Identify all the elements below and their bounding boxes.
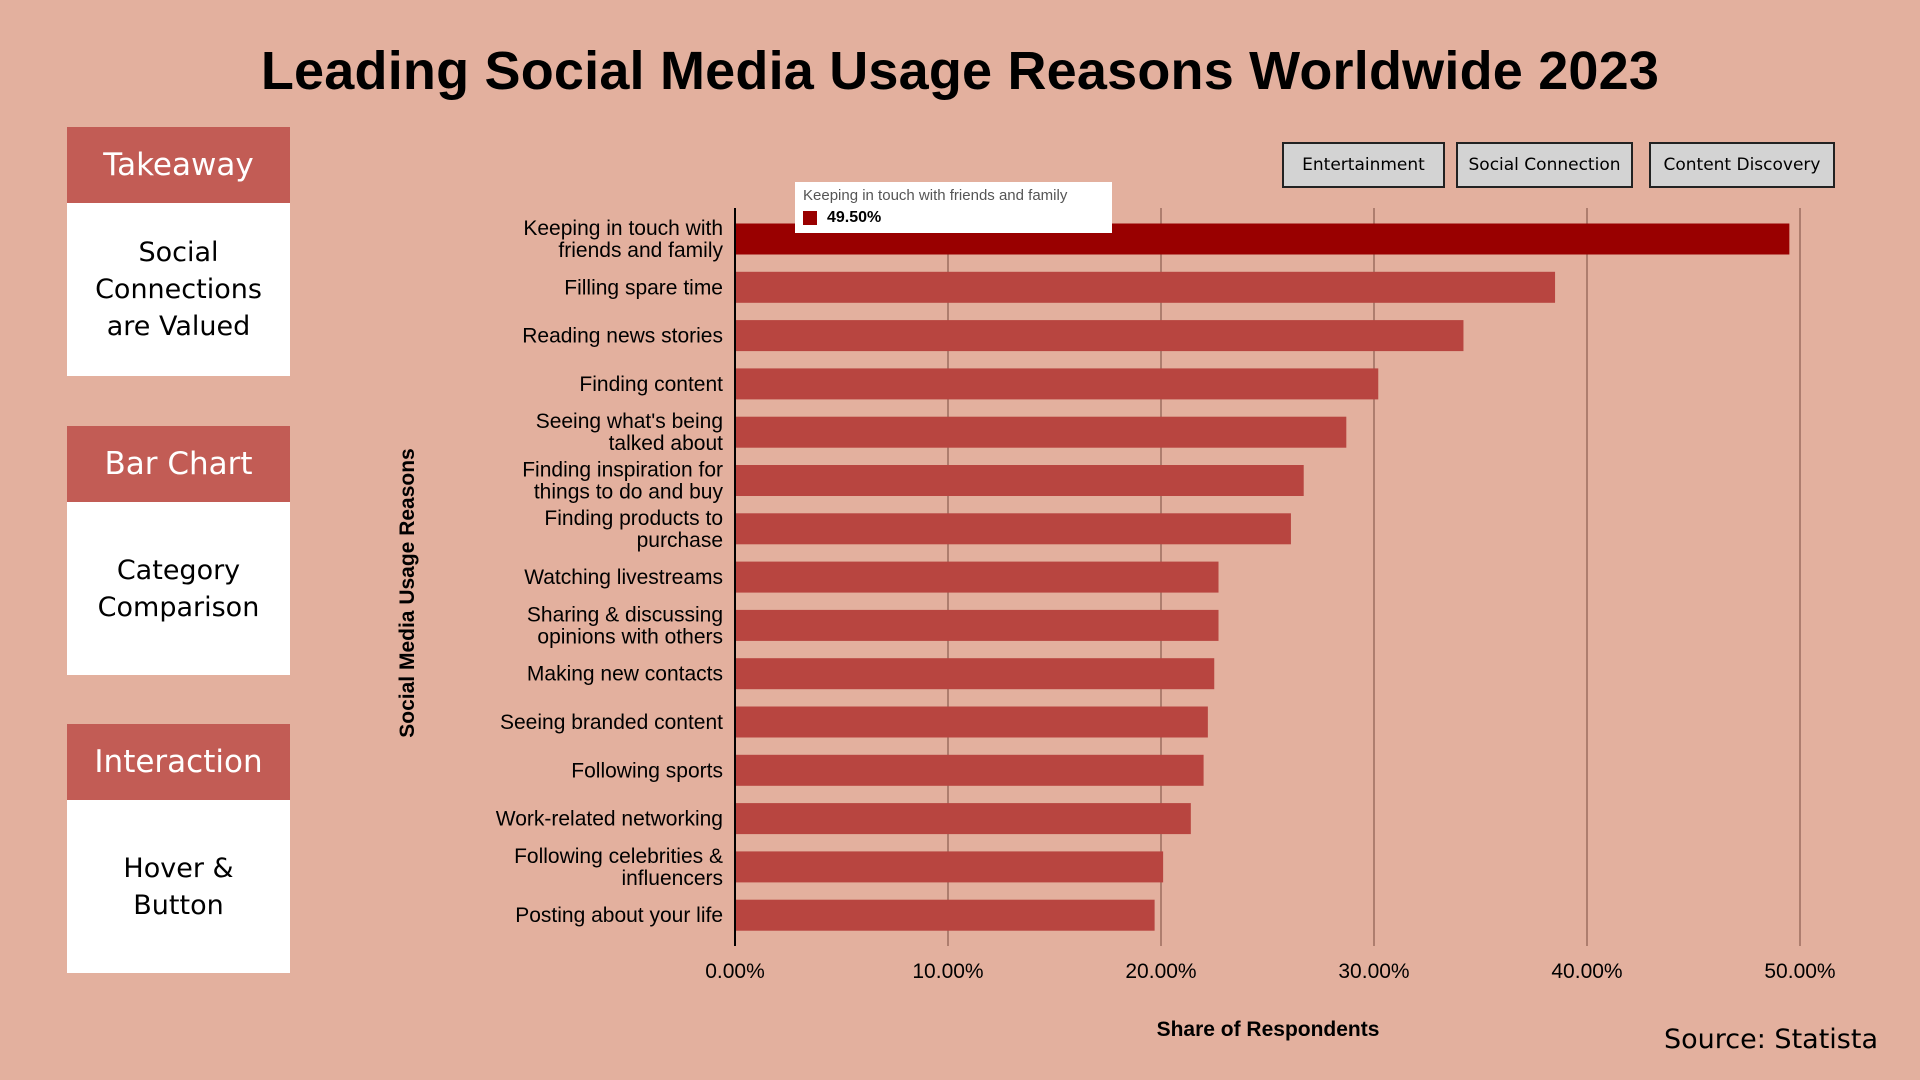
y-category-label: Keeping in touch with friends and family	[523, 217, 723, 262]
takeaway-card: Takeaway Social Connections are Valued	[67, 127, 290, 376]
bar	[735, 513, 1291, 545]
interaction-card-body: Hover & Button	[123, 852, 234, 921]
bar	[735, 368, 1379, 400]
chart-type-card: Bar Chart Category Comparison	[67, 426, 290, 675]
y-category-label: Finding products to purchase	[544, 507, 723, 552]
tooltip-value: 49.50%	[827, 209, 882, 226]
takeaway-card-body: Social Connections are Valued	[95, 237, 262, 342]
y-category-label: Filling spare time	[564, 276, 723, 299]
bar	[735, 658, 1215, 690]
interaction-card: Interaction Hover & Button	[67, 724, 290, 973]
y-axis-title: Social Media Usage Reasons	[396, 448, 419, 737]
social-connection-filter-button[interactable]: Social Connection	[1456, 142, 1633, 188]
chart-type-card-body: Category Comparison	[97, 554, 260, 623]
bar	[735, 320, 1464, 352]
x-tick-label: 10.00%	[912, 960, 983, 983]
bar	[735, 609, 1219, 641]
bar	[735, 803, 1191, 835]
source-label: Source: Statista	[1664, 1024, 1878, 1055]
y-category-label: Following celebrities & influencers	[514, 845, 723, 890]
y-category-label: Reading news stories	[522, 325, 723, 348]
x-tick-label: 50.00%	[1764, 960, 1835, 983]
x-tick-label: 40.00%	[1551, 960, 1622, 983]
bar	[735, 271, 1556, 303]
y-category-label: Finding inspiration for things to do and …	[522, 459, 723, 504]
x-tick-label: 30.00%	[1338, 960, 1409, 983]
bar	[735, 561, 1219, 593]
bar	[735, 754, 1204, 786]
tooltip-value-row: 49.50%	[803, 209, 1104, 227]
bar	[735, 416, 1347, 448]
y-category-label: Seeing what's being talked about	[536, 410, 723, 455]
takeaway-card-header: Takeaway	[67, 127, 290, 203]
y-category-label: Watching livestreams	[524, 566, 723, 589]
entertainment-filter-button[interactable]: Entertainment	[1282, 142, 1445, 188]
chart-title: Leading Social Media Usage Reasons World…	[260, 41, 1660, 101]
tooltip-color-swatch	[803, 211, 817, 225]
bar	[735, 465, 1304, 496]
y-category-label: Making new contacts	[527, 663, 723, 686]
y-category-label: Following sports	[571, 759, 723, 782]
x-axis-title: Share of Respondents	[1157, 1018, 1380, 1041]
x-tick-label: 0.00%	[705, 960, 765, 983]
tooltip-title: Keeping in touch with friends and family	[803, 187, 1068, 204]
y-category-label: Sharing & discussing opinions with others	[527, 603, 723, 648]
chart-type-card-header: Bar Chart	[67, 426, 290, 502]
x-tick-label: 20.00%	[1125, 960, 1196, 983]
y-category-label: Posting about your life	[515, 904, 723, 927]
hover-tooltip: Keeping in touch with friends and family…	[795, 182, 1112, 233]
content-discovery-filter-button[interactable]: Content Discovery	[1649, 142, 1835, 188]
y-category-label: Work-related networking	[496, 808, 723, 831]
y-category-label: Seeing branded content	[500, 711, 723, 734]
bar	[735, 706, 1208, 738]
y-category-label: Finding content	[579, 373, 723, 396]
bar	[735, 851, 1164, 883]
interaction-card-header: Interaction	[67, 724, 290, 800]
bar	[735, 899, 1155, 931]
